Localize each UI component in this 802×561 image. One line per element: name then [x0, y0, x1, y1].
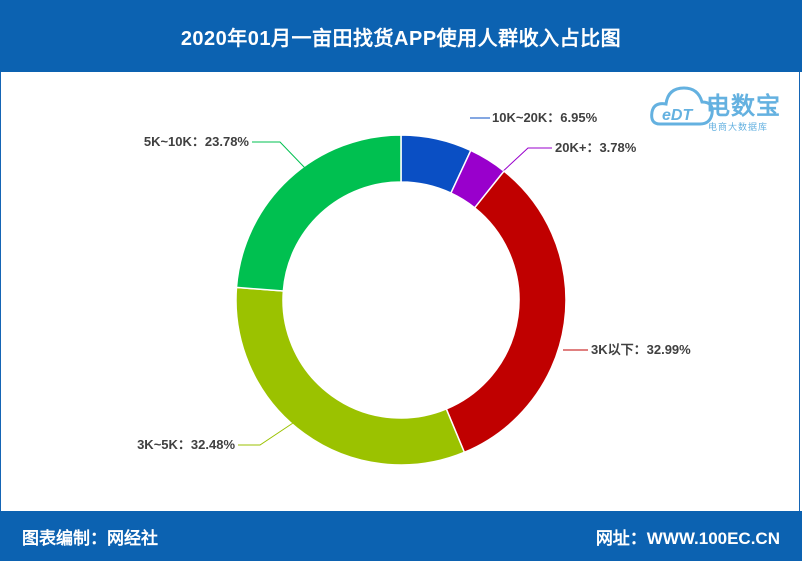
watermark-logo: eDT 电数宝 电商大数据库	[648, 76, 798, 140]
slice-3K以下	[445, 170, 567, 454]
watermark-logo-text: eDT	[662, 107, 693, 124]
data-label-10K~20K: 10K~20K：6.95%	[492, 110, 598, 125]
title-bar: 2020年01月一亩田找货APP使用人群收入占比图	[0, 0, 802, 72]
leader-line-5K~10K	[252, 141, 306, 169]
data-label-20K+: 20K+：3.78%	[555, 140, 637, 155]
footer-website: 网址：WWW.100EC.CN	[595, 528, 780, 548]
data-label-5K~10K: 5K~10K：23.78%	[144, 134, 250, 149]
footer-bar: 图表编制：网经社 网址：WWW.100EC.CN	[0, 511, 802, 561]
chart-title: 2020年01月一亩田找货APP使用人群收入占比图	[180, 27, 622, 50]
slice-5K~10K	[235, 134, 402, 292]
watermark-subtitle: 电商大数据库	[708, 122, 769, 132]
leader-line-20K+	[499, 147, 552, 175]
leader-line-3K~5K	[238, 422, 294, 446]
slice-3K~5K	[235, 286, 466, 466]
cloud-icon: eDT	[650, 86, 714, 126]
footer-source: 图表编制：网经社	[22, 528, 158, 548]
data-label-3K以下: 3K以下：32.99%	[591, 342, 691, 357]
watermark-brand: 电数宝	[706, 93, 781, 120]
donut-chart: 10K~20K：6.95% 20K+：3.78% 3K以下：32.99% 3K~5K：…	[137, 110, 691, 466]
data-label-3K~5K: 3K~5K：32.48%	[137, 437, 235, 452]
